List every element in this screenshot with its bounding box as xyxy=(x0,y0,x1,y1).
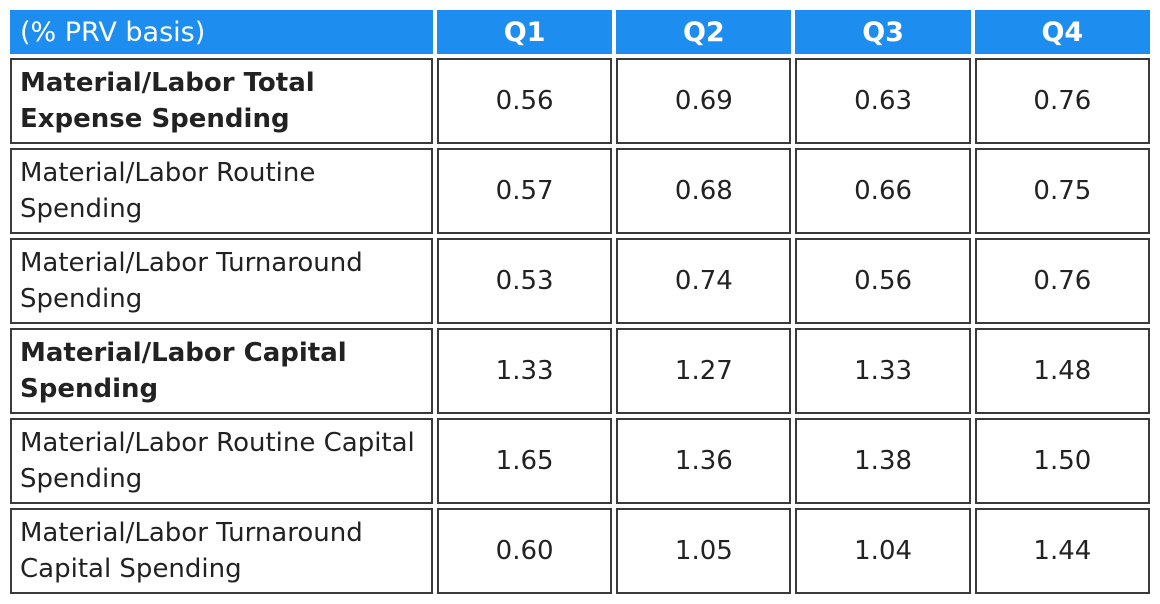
cell-q1: 0.53 xyxy=(437,238,613,324)
cell-q1: 1.65 xyxy=(437,418,613,504)
cell-q4: 0.76 xyxy=(974,238,1150,324)
table-row: Material/Labor Routine Spending 0.57 0.68 0… xyxy=(10,148,1150,234)
table-row: Material/Labor Routine Capital Spending 1… xyxy=(10,418,1150,504)
table-row: Material/Labor Capital Spending 1.33 1.27 1… xyxy=(10,328,1150,414)
header-q3: Q3 xyxy=(795,10,971,54)
cell-q3: 1.04 xyxy=(795,508,971,594)
cell-q4: 0.75 xyxy=(974,148,1150,234)
cell-q3: 1.33 xyxy=(795,328,971,414)
spending-table: (% PRV basis) Q1 Q2 Q3 Q4 Material/Labor… xyxy=(6,6,1154,598)
cell-q4: 1.48 xyxy=(974,328,1150,414)
table-header: (% PRV basis) Q1 Q2 Q3 Q4 xyxy=(10,10,1150,54)
cell-q4: 1.44 xyxy=(974,508,1150,594)
cell-q2: 1.05 xyxy=(616,508,792,594)
header-basis: (% PRV basis) xyxy=(10,10,433,54)
cell-q1: 0.56 xyxy=(437,58,613,144)
row-label: Material/Labor Capital Spending xyxy=(10,328,433,414)
cell-q1: 0.57 xyxy=(437,148,613,234)
cell-q4: 1.50 xyxy=(974,418,1150,504)
spending-table-container: (% PRV basis) Q1 Q2 Q3 Q4 Material/Labor… xyxy=(6,6,1154,598)
header-q1: Q1 xyxy=(437,10,613,54)
row-label: Material/Labor Routine Capital Spending xyxy=(10,418,433,504)
cell-q2: 1.27 xyxy=(616,328,792,414)
table-row: Material/Labor Turnaround Capital Spendi… xyxy=(10,508,1150,594)
cell-q3: 0.63 xyxy=(795,58,971,144)
header-row: (% PRV basis) Q1 Q2 Q3 Q4 xyxy=(10,10,1150,54)
cell-q2: 0.74 xyxy=(616,238,792,324)
cell-q4: 0.76 xyxy=(974,58,1150,144)
row-label: Material/Labor Turnaround Capital Spendi… xyxy=(10,508,433,594)
table-row: Material/Labor Total Expense Spending 0.5… xyxy=(10,58,1150,144)
header-q2: Q2 xyxy=(616,10,792,54)
cell-q2: 0.68 xyxy=(616,148,792,234)
cell-q3: 0.66 xyxy=(795,148,971,234)
cell-q1: 0.60 xyxy=(437,508,613,594)
table-row: Material/Labor Turnaround Spending 0.53 0.… xyxy=(10,238,1150,324)
row-label: Material/Labor Routine Spending xyxy=(10,148,433,234)
table-body: Material/Labor Total Expense Spending 0.5… xyxy=(10,58,1150,594)
cell-q3: 1.38 xyxy=(795,418,971,504)
row-label: Material/Labor Total Expense Spending xyxy=(10,58,433,144)
header-q4: Q4 xyxy=(974,10,1150,54)
row-label: Material/Labor Turnaround Spending xyxy=(10,238,433,324)
cell-q1: 1.33 xyxy=(437,328,613,414)
cell-q3: 0.56 xyxy=(795,238,971,324)
cell-q2: 1.36 xyxy=(616,418,792,504)
cell-q2: 0.69 xyxy=(616,58,792,144)
